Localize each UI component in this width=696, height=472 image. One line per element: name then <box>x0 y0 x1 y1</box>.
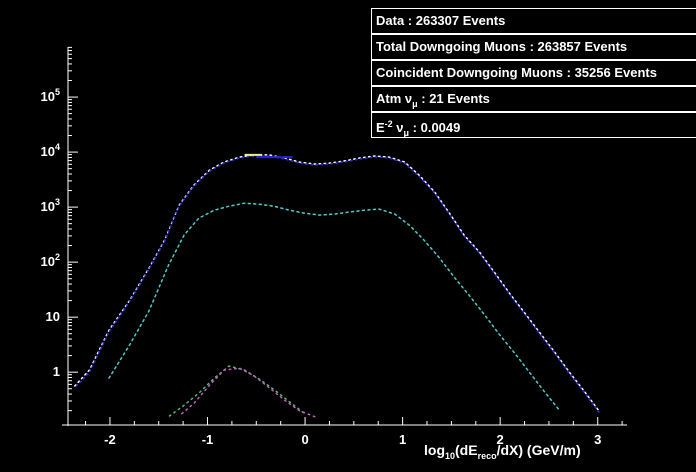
x-tick-label: 0 <box>301 432 308 447</box>
x-tick-label: -1 <box>202 432 214 447</box>
y-tick-label: 1 <box>53 364 60 379</box>
text-segment: (dE <box>455 442 478 458</box>
text-segment: Data : 263307 Events <box>376 13 506 28</box>
text-segment: : 0.0049 <box>409 120 461 135</box>
subscript: μ <box>403 128 410 138</box>
text-segment: log <box>424 442 445 458</box>
x-tick-label: 3 <box>594 432 601 447</box>
y-tick-label: 103 <box>41 197 60 214</box>
series-total-downgoing-muons <box>74 155 601 414</box>
y-tick-label: 105 <box>41 87 60 104</box>
text-segment: E <box>376 120 385 135</box>
x-tick-label: -2 <box>104 432 116 447</box>
legend-row-atm-numu: Atm νμ : 21 Events <box>371 86 696 112</box>
superscript: -2 <box>384 119 393 129</box>
y-tick-label: 10 <box>46 309 60 324</box>
subscript: 10 <box>445 451 456 461</box>
x-tick-label: 1 <box>399 432 406 447</box>
text-segment: /dX) (GeV/m) <box>496 442 581 458</box>
text-segment: Total Downgoing Muons : 263857 Events <box>376 39 628 54</box>
legend-row-total-downgoing: Total Downgoing Muons : 263857 Events <box>371 34 696 60</box>
text-segment: : 21 Events <box>417 91 490 106</box>
y-tick-label: 104 <box>41 142 60 159</box>
legend-row-coincident-downgoing: Coincident Downgoing Muons : 35256 Event… <box>371 60 696 86</box>
subscript: μ <box>412 99 418 109</box>
series-atm-numu <box>168 365 305 417</box>
x-axis-title: log10(dEreco/dX) (GeV/m) <box>424 442 581 461</box>
text-segment: Atm <box>376 91 405 106</box>
x-tick-label: 2 <box>497 432 504 447</box>
legend-row-e-minus-2-numu: E-2 νμ : 0.0049 <box>371 112 696 138</box>
series-data <box>74 154 601 413</box>
series-coincident-downgoing-muons <box>108 202 561 412</box>
text-segment: ν <box>392 120 404 135</box>
y-tick-label: 102 <box>41 252 60 269</box>
text-segment: ν <box>404 91 413 106</box>
legend-row-data-events: Data : 263307 Events <box>371 8 696 34</box>
subscript: reco <box>477 451 497 461</box>
text-segment: Coincident Downgoing Muons : 35256 Event… <box>376 65 657 80</box>
series-e-2-numu <box>178 367 316 418</box>
